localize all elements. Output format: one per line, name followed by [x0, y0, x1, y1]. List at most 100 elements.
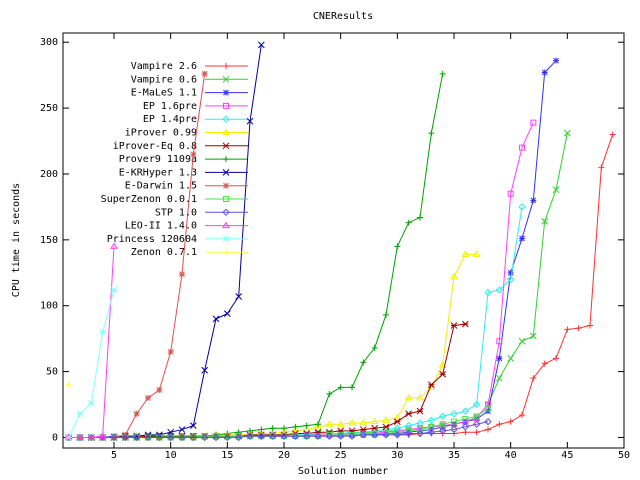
- x-tick-label: 35: [448, 450, 460, 461]
- x-tick-label: 25: [335, 450, 347, 461]
- point: [87, 433, 96, 440]
- point: [189, 422, 197, 429]
- y-tick-label: 300: [40, 37, 58, 48]
- point: [450, 272, 458, 280]
- point: [303, 422, 310, 429]
- series-line: [68, 323, 466, 438]
- point: [416, 393, 424, 401]
- y-tick-label: 50: [46, 367, 58, 378]
- point: [281, 425, 287, 432]
- point: [518, 337, 526, 345]
- point: [189, 433, 198, 442]
- legend-label: iProver-Eq 0.8: [113, 141, 197, 152]
- point: [382, 416, 390, 423]
- series-line: [68, 253, 477, 438]
- point: [201, 70, 208, 77]
- point: [371, 424, 379, 432]
- point: [530, 375, 537, 382]
- point: [427, 381, 435, 389]
- series-line: [68, 246, 115, 438]
- point: [133, 410, 140, 417]
- point: [64, 433, 73, 440]
- legend-marker: [223, 182, 229, 189]
- point: [348, 432, 356, 440]
- y-tick-label: 100: [40, 301, 58, 312]
- point: [404, 393, 413, 401]
- point: [462, 416, 469, 423]
- legend-label: E-MaLeS 1.1: [131, 88, 197, 99]
- point: [326, 390, 333, 397]
- point: [404, 429, 413, 438]
- point: [541, 360, 548, 367]
- legend-label: Prover9 1109a: [119, 154, 197, 165]
- point: [461, 423, 470, 431]
- point: [427, 428, 436, 436]
- point: [529, 332, 537, 340]
- point: [609, 131, 616, 138]
- point: [370, 417, 379, 425]
- legend-marker: [223, 63, 229, 69]
- point: [76, 433, 84, 440]
- y-tick-label: 250: [40, 103, 58, 114]
- point: [121, 433, 130, 442]
- legend-label: iProver 0.99: [125, 128, 197, 139]
- point: [314, 432, 322, 440]
- series-line: [68, 421, 489, 438]
- point: [417, 426, 423, 433]
- point: [292, 423, 299, 430]
- point: [485, 405, 491, 412]
- point: [302, 432, 311, 440]
- legend-label: E-KRHyper 1.3: [119, 167, 197, 178]
- point: [461, 250, 470, 257]
- point: [246, 117, 254, 125]
- point: [438, 361, 447, 368]
- point: [496, 421, 503, 428]
- point: [201, 366, 209, 374]
- legend-marker: [222, 221, 230, 229]
- point: [473, 429, 480, 436]
- x-axis-label: Solution number: [298, 466, 388, 477]
- point: [325, 432, 334, 440]
- point: [393, 413, 402, 421]
- point: [461, 320, 469, 328]
- point: [178, 433, 186, 442]
- y-tick-label: 0: [52, 432, 58, 443]
- point: [496, 338, 503, 345]
- point: [212, 315, 220, 323]
- point: [166, 433, 175, 442]
- point: [349, 384, 355, 391]
- legend-marker: [223, 89, 229, 96]
- x-tick-label: 30: [391, 450, 403, 461]
- point: [519, 235, 525, 242]
- point: [359, 431, 368, 439]
- point: [291, 432, 300, 440]
- point: [416, 419, 424, 427]
- point: [110, 286, 118, 294]
- point: [371, 344, 378, 351]
- point: [257, 41, 265, 49]
- point: [428, 130, 435, 137]
- point: [258, 426, 265, 433]
- point: [359, 418, 368, 426]
- point: [190, 151, 197, 158]
- point: [99, 328, 107, 336]
- point: [461, 407, 470, 415]
- point: [393, 418, 401, 426]
- point: [417, 214, 423, 221]
- x-tick-label: 45: [561, 450, 573, 461]
- point: [427, 416, 436, 425]
- legend-label: Vampire 2.6: [131, 61, 197, 72]
- legend-label: E-Darwin 1.5: [125, 181, 197, 192]
- point: [302, 425, 311, 433]
- point: [496, 355, 503, 362]
- x-tick-label: 5: [111, 450, 117, 461]
- point: [246, 432, 254, 440]
- point: [110, 242, 118, 249]
- point: [507, 190, 514, 197]
- x-tick-label: 20: [278, 450, 290, 461]
- point: [472, 420, 481, 428]
- point: [416, 407, 424, 415]
- point: [145, 394, 151, 401]
- point: [575, 325, 582, 332]
- point: [87, 399, 95, 407]
